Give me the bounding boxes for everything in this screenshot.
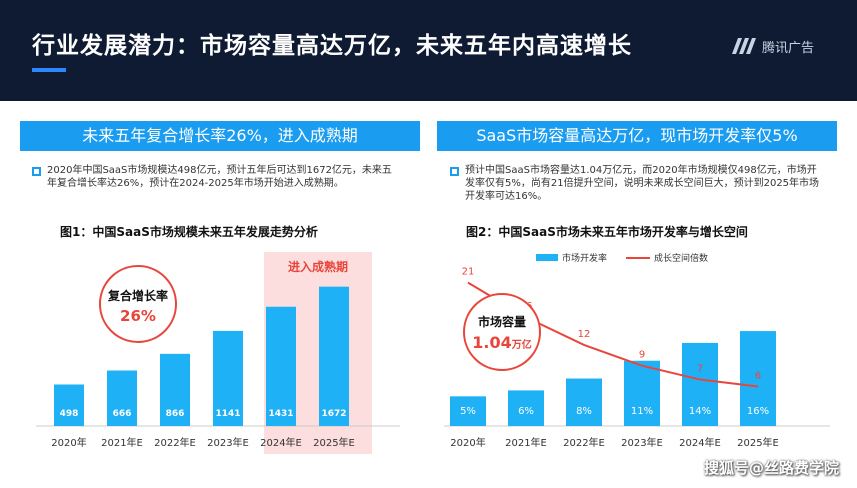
right-panel-title: SaaS市场容量高达万亿，现市场开发率仅5% [437, 121, 837, 151]
legend-bar-label: 市场开发率 [562, 252, 607, 264]
x-tick-label: 2020年 [450, 436, 485, 449]
legend-bar-swatch [536, 254, 558, 261]
cagr-circle [99, 265, 177, 343]
right-bullet-icon [450, 167, 459, 176]
bar [450, 396, 486, 426]
x-tick-label: 2021年E [101, 436, 143, 449]
bar [682, 342, 718, 426]
x-tick-label: 2023年E [207, 436, 249, 449]
capacity-value: 1.04 [472, 333, 511, 352]
market-size-chart: 进入成熟期 复合增长率 26% 498 666 866 1141 1431 1672 20… [36, 252, 400, 454]
bar-value-label: 498 [60, 409, 79, 419]
brand-logo: 腾讯广告 [732, 36, 842, 56]
left-figure-title: 图1：中国SaaS市场规模未来五年发展走势分析 [60, 225, 318, 239]
page-title: 行业发展潜力：市场容量高达万亿，未来五年内高速增长 [32, 33, 632, 59]
x-tick-label: 2025年E [737, 436, 779, 449]
bar-value-label: 11% [631, 406, 653, 417]
right-paragraph: 预计中国SaaS市场容量达1.04万亿元，而2020年市场规模仅498亿元，市场… [465, 165, 820, 202]
logo-text: 腾讯广告 [762, 41, 815, 56]
cagr-label: 复合增长率 [107, 288, 168, 303]
cagr-value: 26% [120, 307, 156, 325]
title-underline [32, 68, 66, 72]
x-tick-label: 2021年E [505, 436, 547, 449]
watermark: 搜狐号@丝路费学院 [703, 459, 839, 477]
right-figure-title: 图2：中国SaaS市场未来五年市场开发率与增长空间 [466, 225, 748, 239]
bar [54, 384, 84, 426]
bar [566, 378, 602, 426]
bar [740, 331, 776, 426]
x-tick-label: 2023年E [621, 436, 663, 449]
capacity-label: 市场容量 [478, 314, 526, 329]
chart2-legend: 市场开发率 成长空间倍数 [536, 252, 708, 264]
line-value-label: 21 [462, 267, 475, 278]
x-tick-label: 2024年E [679, 436, 721, 449]
bar [319, 286, 349, 426]
x-tick-label: 2025年E [313, 436, 355, 449]
bar-value-label: 1672 [321, 409, 346, 419]
mature-phase-label: 进入成熟期 [288, 259, 348, 274]
x-tick-label: 2022年E [154, 436, 196, 449]
left-panel-title: 未来五年复合增长率26%，进入成熟期 [20, 121, 420, 151]
bar-value-label: 666 [113, 409, 132, 419]
bar [107, 370, 137, 426]
bar-value-label: 5% [460, 406, 476, 417]
bar-value-label: 1141 [215, 409, 240, 419]
x-tick-label: 2024年E [260, 436, 302, 449]
x-tick-label: 2020年 [51, 436, 86, 449]
capacity-value-text: 1.04万亿 [472, 333, 531, 352]
legend-line-label: 成长空间倍数 [654, 252, 708, 264]
development-rate-chart: 市场开发率 成长空间倍数 5%6%8%11%14%16% 211612976 2… [444, 252, 830, 449]
logo-mark-icon [732, 38, 756, 54]
line-value-label: 9 [639, 350, 645, 361]
line-value-label: 7 [697, 364, 703, 375]
x-tick-label: 2022年E [563, 436, 605, 449]
capacity-unit: 万亿 [511, 338, 532, 351]
bar [213, 330, 243, 426]
header-bar: 行业发展潜力：市场容量高达万亿，未来五年内高速增长 腾讯广告 [0, 0, 857, 101]
bar-value-label: 6% [518, 406, 534, 417]
left-bullet-icon [32, 167, 41, 176]
bar-value-label: 16% [747, 406, 769, 417]
line-value-label: 6 [755, 370, 761, 381]
left-paragraph: 2020年中国SaaS市场规模达498亿元，预计五年后可达到1672亿元，未来五… [47, 165, 392, 189]
bar [266, 306, 296, 426]
line-value-label: 12 [578, 329, 591, 340]
bar [624, 360, 660, 426]
bar-value-label: 866 [166, 409, 185, 419]
bar-value-label: 8% [576, 406, 592, 417]
bar [508, 390, 544, 426]
capacity-circle [463, 293, 541, 371]
bar-value-label: 1431 [268, 409, 293, 419]
bar [160, 353, 190, 426]
bar-value-label: 14% [689, 406, 711, 417]
